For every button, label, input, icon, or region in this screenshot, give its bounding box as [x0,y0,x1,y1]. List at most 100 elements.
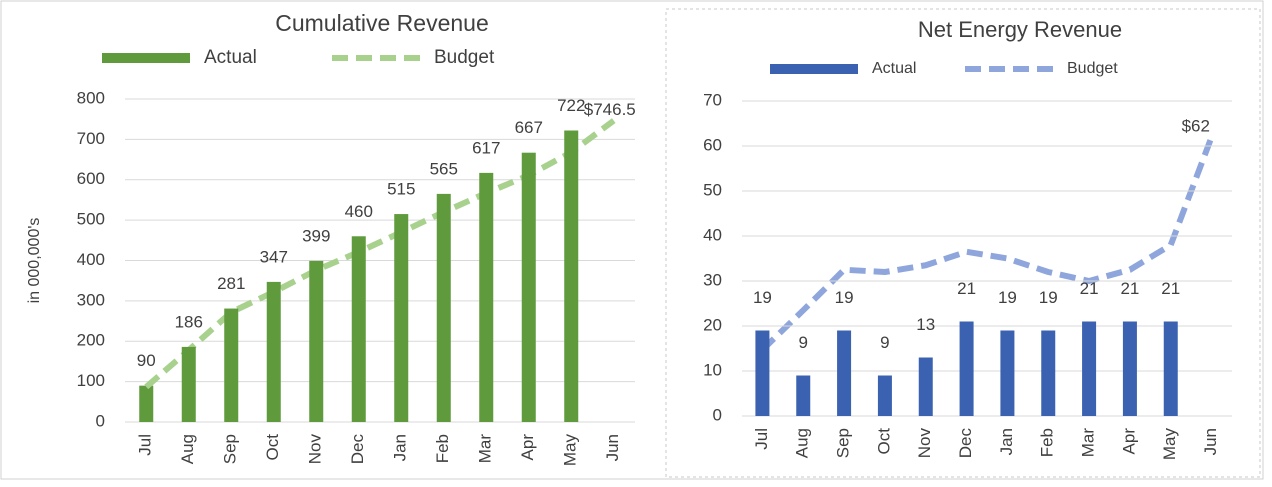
legend-swatch [770,64,858,74]
data-label: 9 [799,333,808,352]
data-label: $746.5 [584,100,636,119]
data-label: 19 [998,288,1017,307]
bar [1041,330,1056,416]
data-label: 460 [345,202,373,221]
y-tick-label: 500 [77,210,105,229]
data-label: 565 [430,159,458,178]
legend-label: Actual [872,60,916,77]
data-label: 667 [515,118,543,137]
data-label: 186 [175,312,203,331]
x-tick-label: Mar [476,434,495,464]
x-tick-label: Aug [178,434,197,464]
bar [181,346,196,422]
y-tick-label: 100 [77,371,105,390]
data-label: 281 [217,274,245,293]
bar [1122,321,1137,416]
x-tick-label: Nov [915,428,934,459]
data-label: 19 [835,288,854,307]
x-tick-label: Sep [221,434,240,464]
y-tick-label: 600 [77,169,105,188]
legend-label: Actual [204,47,257,68]
bar [918,357,933,416]
y-axis-label: in 000,000's [26,218,43,304]
data-label: 515 [387,180,415,199]
data-label: 13 [916,315,935,334]
x-tick-label: Oct [874,428,893,455]
x-tick-label: Sep [834,428,853,458]
data-label: 722 [557,96,585,115]
data-label: 347 [260,247,288,266]
data-label: 19 [1039,288,1058,307]
bar [796,375,811,416]
y-tick-label: 0 [96,411,105,430]
data-label: 617 [472,138,500,157]
data-label: 21 [1080,279,1099,298]
y-tick-label: 400 [77,250,105,269]
x-tick-label: Nov [306,434,325,465]
y-tick-label: 70 [703,90,722,109]
x-tick-label: Jun [1201,428,1220,455]
x-tick-label: Dec [956,428,975,459]
bar [139,385,154,422]
data-label: $62 [1182,116,1210,135]
y-tick-label: 0 [713,405,722,424]
bar [1163,321,1178,416]
x-tick-label: Jan [997,428,1016,455]
bar [837,330,852,416]
y-tick-label: 300 [77,290,105,309]
x-tick-label: Dec [348,434,367,465]
y-tick-label: 200 [77,331,105,350]
data-label: 21 [957,279,976,298]
x-tick-label: May [1160,428,1179,461]
y-tick-label: 60 [703,135,722,154]
bar [224,308,239,422]
x-tick-label: May [561,434,580,467]
chart-title: Net Energy Revenue [918,17,1122,42]
data-label: 19 [753,288,772,307]
y-tick-label: 50 [703,180,722,199]
data-label: 21 [1120,279,1139,298]
y-tick-label: 40 [703,225,722,244]
x-tick-label: Feb [1038,428,1057,457]
data-label: 21 [1161,279,1180,298]
budget-line [144,118,616,390]
y-tick-label: 20 [703,315,722,334]
x-tick-label: Apr [1119,428,1138,455]
bar [394,214,409,422]
bar [755,330,770,416]
y-tick-label: 700 [77,129,105,148]
chart-title: Cumulative Revenue [275,10,489,36]
data-label: 9 [880,333,889,352]
bar [351,236,366,422]
bar [479,172,494,422]
budget-line [760,135,1215,353]
bar [1082,321,1097,416]
data-label: 90 [137,351,156,370]
x-tick-label: Oct [263,434,282,461]
x-tick-label: Jun [603,434,622,461]
bar [309,260,324,422]
y-tick-label: 10 [703,360,722,379]
bar [436,193,451,422]
panel-border [665,8,1261,478]
bar [564,130,579,422]
bar [1000,330,1015,416]
legend-label: Budget [434,47,495,68]
data-label: 399 [302,226,330,245]
y-tick-label: 30 [703,270,722,289]
x-tick-label: Mar [1079,428,1098,458]
x-tick-label: Jan [391,434,410,461]
x-tick-label: Apr [518,434,537,461]
x-tick-label: Jul [136,434,155,456]
bar [959,321,974,416]
bar [521,152,536,423]
x-tick-label: Aug [793,428,812,458]
legend-swatch [102,53,190,63]
bar [877,375,892,416]
x-tick-label: Jul [752,428,771,450]
bar [266,281,281,422]
legend-label: Budget [1067,60,1118,77]
x-tick-label: Feb [433,434,452,463]
y-tick-label: 800 [77,88,105,107]
